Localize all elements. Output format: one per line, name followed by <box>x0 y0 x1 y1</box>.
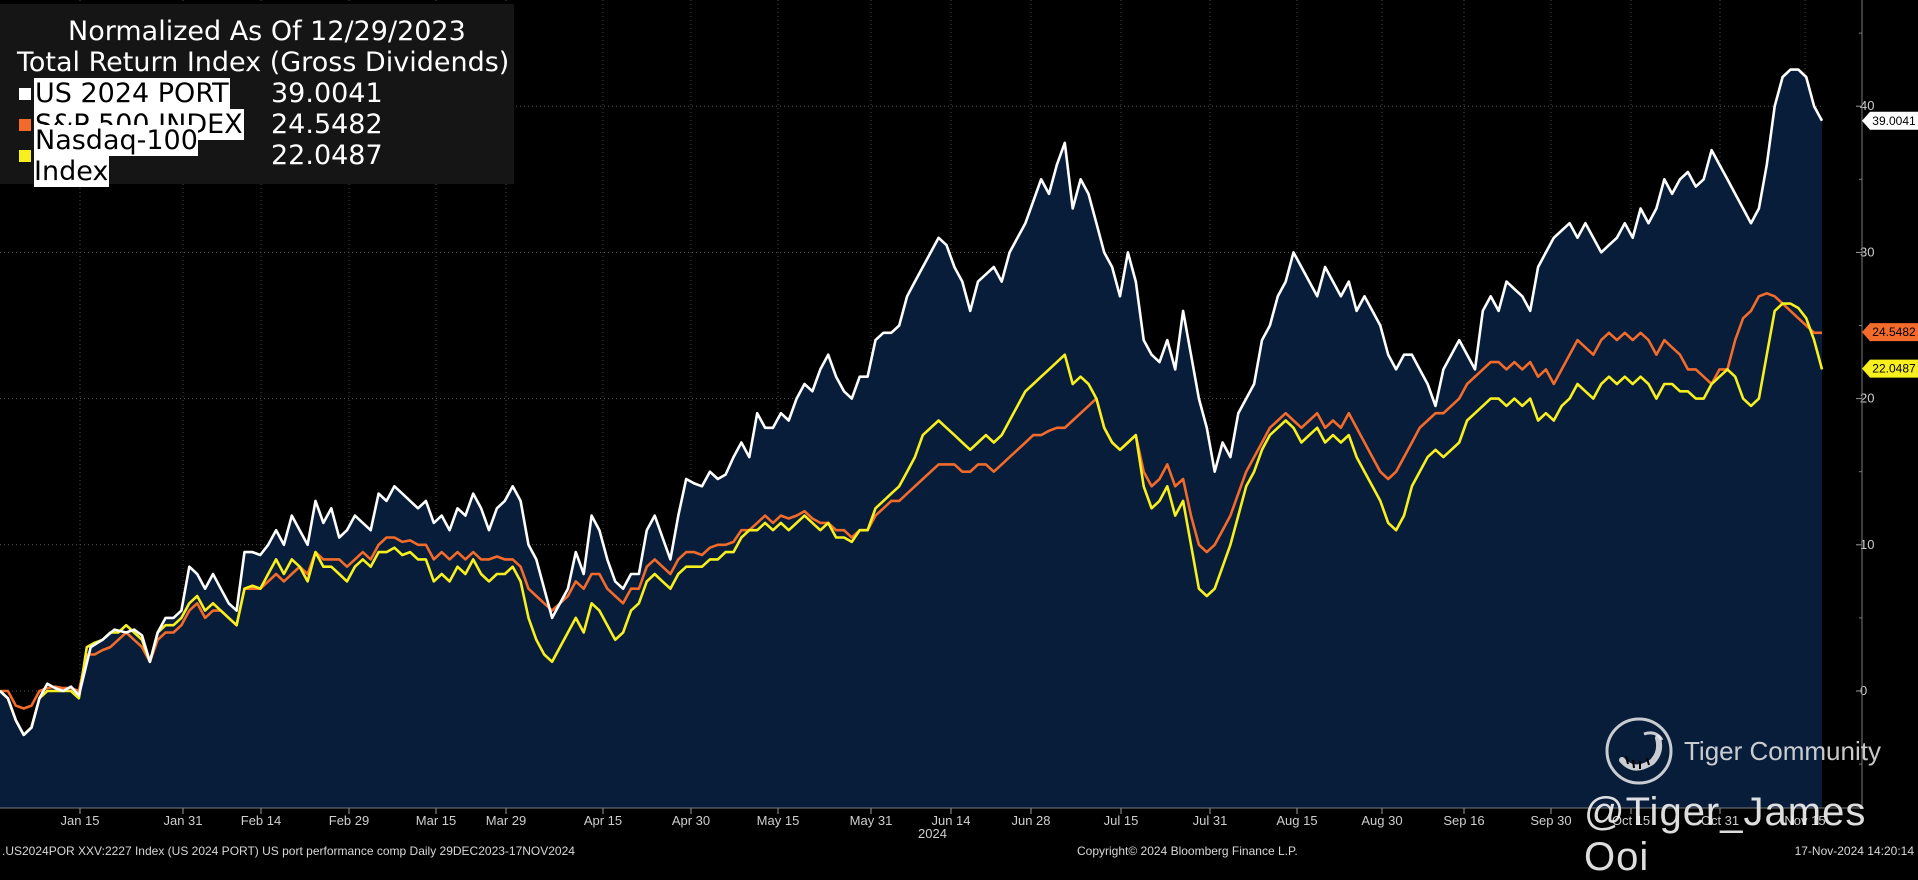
x-tick-label: May 31 <box>850 813 893 828</box>
legend-swatch-white <box>19 87 31 100</box>
x-tick-label: Mar 29 <box>486 813 526 828</box>
chart-subtitle: Total Return Index (Gross Dividends) <box>17 47 510 78</box>
x-tick-label: Jun 14 <box>931 813 970 828</box>
legend-swatch-yellow <box>19 149 31 162</box>
x-tick-label: Feb 29 <box>329 813 369 828</box>
y-tick-label: 0 <box>1860 683 1867 698</box>
last-value-tag-label: 22.0487 <box>1872 362 1916 376</box>
last-value-tag-label: 24.5482 <box>1872 325 1916 339</box>
x-tick-label: Sep 30 <box>1530 813 1571 828</box>
legend-entry-us-2024-port[interactable]: US 2024 PORT 39.0041 <box>0 78 514 109</box>
footer-timestamp: 17-Nov-2024 14:20:14 <box>1794 844 1914 858</box>
x-tick-label: Apr 15 <box>584 813 622 828</box>
last-value-tag-bg <box>1862 323 1918 342</box>
y-tick-label: 10 <box>1860 537 1874 552</box>
year-label: 2024 <box>918 826 947 841</box>
legend-swatch-orange <box>19 118 31 131</box>
footer-copyright: Copyright© 2024 Bloomberg Finance L.P. <box>1077 844 1298 858</box>
x-tick-label: Apr 30 <box>672 813 710 828</box>
y-tick-label: 30 <box>1860 244 1874 259</box>
footer-ticker-info: .US2024POR XXV:2227 Index (US 2024 PORT)… <box>2 844 575 858</box>
legend-series-value: 24.5482 <box>271 109 383 140</box>
legend-panel: Normalized As Of 12/29/2023 Total Return… <box>0 4 514 187</box>
x-tick-label: Jul 31 <box>1193 813 1228 828</box>
x-tick-label: Jan 15 <box>60 813 99 828</box>
series-line-nasdaq-100-index <box>0 302 1824 737</box>
legend-entry-nasdaq-100[interactable]: Nasdaq-100 Index 22.0487 <box>0 124 514 187</box>
y-tick-label: 20 <box>1860 391 1874 406</box>
legend-series-name: US 2024 PORT <box>34 78 230 109</box>
y-axis: 0 10 20 30 40 <box>1856 0 1874 808</box>
footer-bar: .US2024POR XXV:2227 Index (US 2024 PORT)… <box>0 842 1918 860</box>
x-axis: Jan 15 Jan 31 Feb 14 Feb 29 Mar 15 Mar 29 Apr … <box>0 807 1864 828</box>
x-tick-label: Oct 15 <box>1612 813 1650 828</box>
x-tick-label: Aug 30 <box>1361 813 1402 828</box>
last-value-tag-label: 39.0041 <box>1872 114 1916 128</box>
x-tick-label: Jan 31 <box>163 813 202 828</box>
chart-canvas: Jan 15 Jan 31 Feb 14 Feb 29 Mar 15 Mar 29 Apr … <box>0 0 1918 828</box>
x-tick-label: Jun 28 <box>1011 813 1050 828</box>
series-line-us-2024-port <box>0 68 1824 737</box>
series-lines <box>0 68 1824 737</box>
x-tick-label: Mar 15 <box>416 813 456 828</box>
x-tick-label: Feb 14 <box>241 813 281 828</box>
legend-series-value: 22.0487 <box>271 140 383 171</box>
last-value-tag-bg <box>1862 359 1918 378</box>
series-line-s-p-500-index <box>0 291 1822 710</box>
x-tick-label: Aug 15 <box>1276 813 1317 828</box>
chart-title: Normalized As Of 12/29/2023 <box>68 16 466 47</box>
x-tick-label: Oct 31 <box>1701 813 1739 828</box>
last-value-tag: 22.0487 <box>1862 359 1918 378</box>
legend-series-name: Nasdaq-100 Index <box>34 124 198 187</box>
author-handle: @Tiger_James Ooi <box>1584 790 1867 879</box>
last-value-tag-bg <box>1862 111 1918 130</box>
tiger-community-watermark: Tiger Community <box>1604 716 1881 786</box>
x-tick-label: May 15 <box>757 813 800 828</box>
tiger-logo-icon <box>1605 717 1673 785</box>
last-value-tag: 24.5482 <box>1862 323 1918 342</box>
x-tick-label: Nov 15 <box>1784 813 1825 828</box>
last-value-tags: 39.0041 24.5482 22.0487 <box>1862 111 1918 378</box>
watermark-text: Tiger Community <box>1684 735 1881 766</box>
x-tick-label: Sep 16 <box>1443 813 1484 828</box>
last-value-tag: 39.0041 <box>1862 111 1918 130</box>
legend-series-value: 39.0041 <box>271 78 383 109</box>
y-tick-label: 40 <box>1860 98 1874 113</box>
us-2024-port-area-fill <box>0 69 1822 809</box>
x-tick-label: Jul 15 <box>1104 813 1139 828</box>
